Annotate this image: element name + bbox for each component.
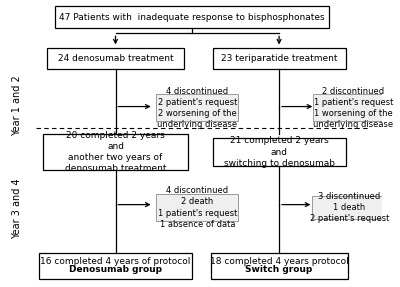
Text: Year 3 and 4: Year 3 and 4 (12, 179, 22, 239)
FancyBboxPatch shape (156, 94, 238, 121)
Text: 3 discontinued
1 death
2 patient's request: 3 discontinued 1 death 2 patient's reque… (310, 192, 389, 223)
FancyBboxPatch shape (43, 134, 188, 170)
Text: 4 discontinued
2 death
1 patient's request
1 absence of data: 4 discontinued 2 death 1 patient's reque… (158, 186, 237, 229)
FancyBboxPatch shape (212, 138, 346, 166)
Text: 20 completed 2 years
and
another two years of
denosumab treatment: 20 completed 2 years and another two yea… (65, 131, 166, 173)
Text: 2 discontinued
1 patient's request
1 worsening of the
underlying disease: 2 discontinued 1 patient's request 1 wor… (313, 87, 393, 129)
FancyBboxPatch shape (312, 196, 386, 219)
Text: 47 Patients with  inadequate response to bisphosphonates: 47 Patients with inadequate response to … (59, 13, 324, 22)
Text: Year 1 and 2: Year 1 and 2 (12, 75, 22, 135)
FancyBboxPatch shape (212, 48, 346, 69)
FancyBboxPatch shape (211, 253, 348, 278)
FancyBboxPatch shape (55, 6, 328, 28)
Text: 24 denosumab treatment: 24 denosumab treatment (58, 54, 173, 63)
FancyBboxPatch shape (47, 48, 184, 69)
Text: Switch group: Switch group (246, 265, 313, 274)
Text: 4 discontinued
2 patient's request
2 worsening of the
underlying disease: 4 discontinued 2 patient's request 2 wor… (157, 87, 237, 129)
Text: 18 completed 4 years protocol: 18 completed 4 years protocol (210, 257, 348, 266)
FancyBboxPatch shape (156, 194, 238, 221)
FancyBboxPatch shape (40, 253, 192, 278)
Text: Denosumab group: Denosumab group (69, 265, 162, 274)
FancyBboxPatch shape (313, 94, 393, 121)
Text: 16 completed 4 years of protocol: 16 completed 4 years of protocol (40, 257, 191, 266)
Text: 23 teriparatide treatment: 23 teriparatide treatment (221, 54, 337, 63)
Text: 21 completed 2 years
and
switching to denosumab: 21 completed 2 years and switching to de… (224, 136, 334, 168)
